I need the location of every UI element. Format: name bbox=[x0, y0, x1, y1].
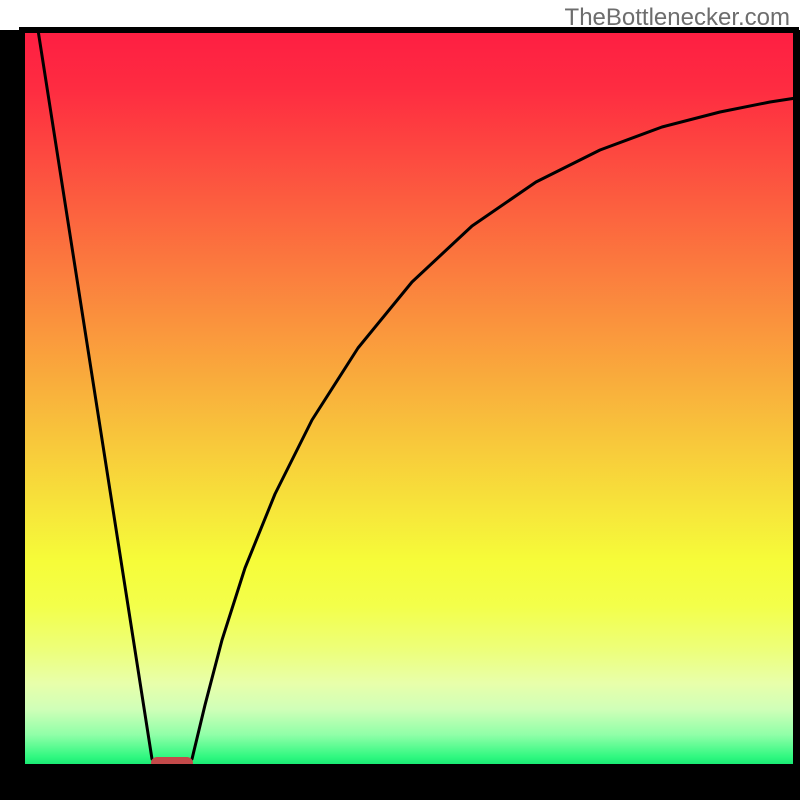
bottleneck-chart bbox=[0, 0, 800, 800]
margin-right bbox=[796, 30, 800, 800]
margin-bottom bbox=[0, 768, 800, 800]
watermark-text: TheBottlenecker.com bbox=[565, 4, 790, 32]
chart-container: { "watermark": { "text": "TheBottlenecke… bbox=[0, 0, 800, 800]
margin-left bbox=[0, 30, 22, 800]
chart-background bbox=[22, 30, 796, 768]
